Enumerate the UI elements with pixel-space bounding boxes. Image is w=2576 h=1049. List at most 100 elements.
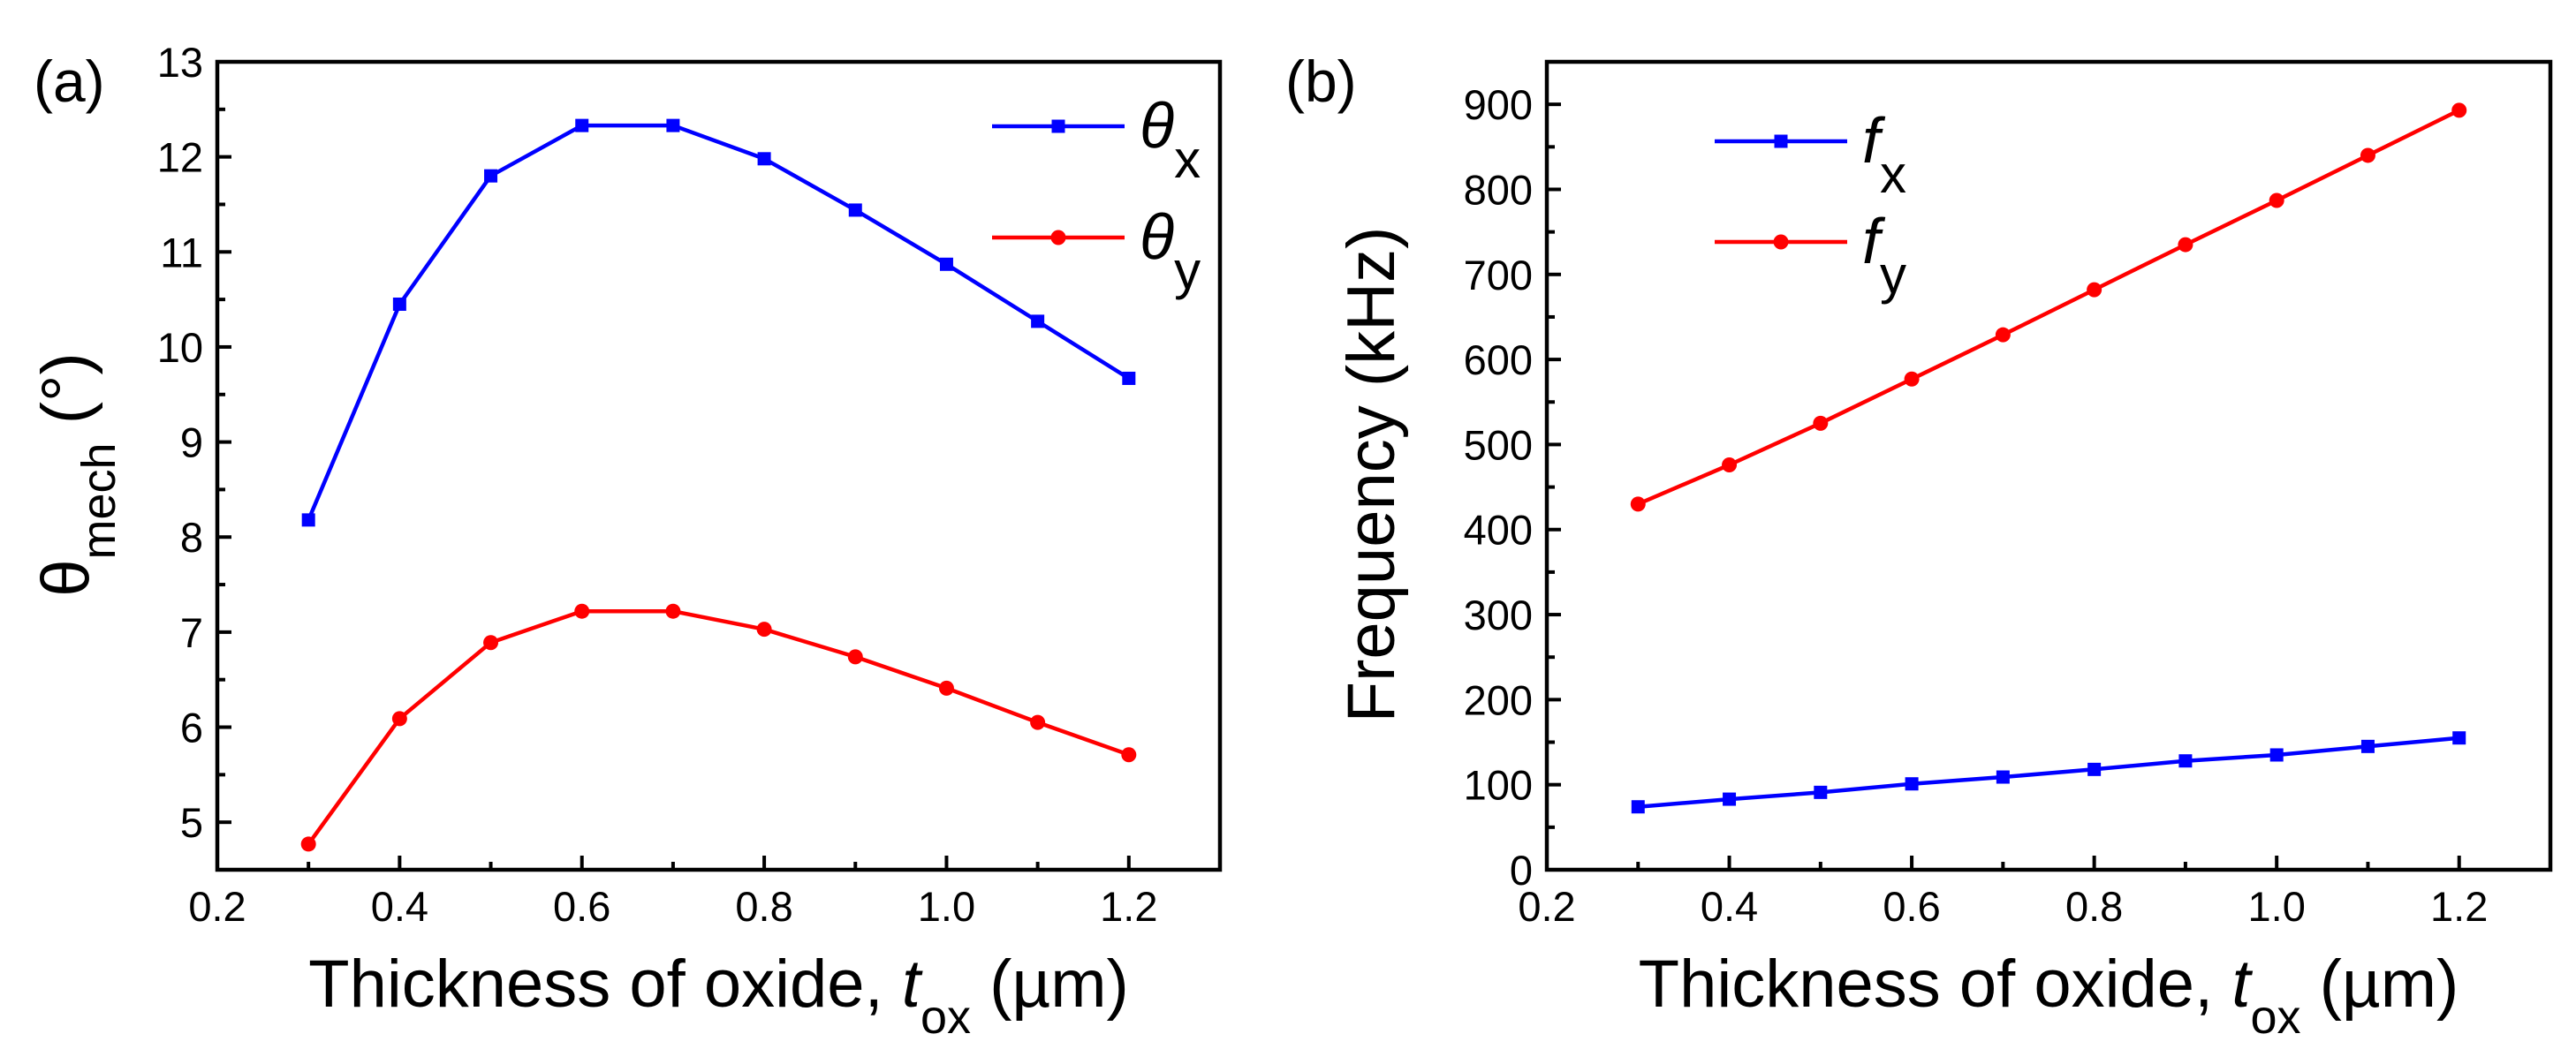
- y-tick-label: 12: [157, 134, 203, 181]
- data-point: [1121, 747, 1137, 763]
- data-point: [756, 622, 772, 638]
- legend-label: θx: [1140, 91, 1201, 189]
- data-point: [2269, 748, 2284, 762]
- series-line: [307, 608, 1130, 846]
- legend-entry: θy: [992, 202, 1201, 300]
- data-point: [848, 203, 862, 217]
- series-line: [1638, 736, 2459, 809]
- data-point: [847, 649, 863, 665]
- data-point: [2452, 731, 2466, 745]
- y-axis-label: Frequency (kHz): [1334, 227, 1409, 723]
- panel-label: (b): [1285, 49, 1357, 114]
- y-tick-label: 400: [1464, 507, 1533, 554]
- x-axis-label: Thickness of oxide, tox (µm): [308, 947, 1129, 1044]
- x-tick-label: 0.4: [1701, 883, 1758, 930]
- legend-label: θy: [1140, 202, 1201, 300]
- series-line: [1637, 108, 2460, 506]
- data-point: [392, 298, 406, 311]
- y-tick-label: 100: [1464, 762, 1533, 809]
- data-point: [300, 836, 316, 852]
- data-point: [757, 152, 771, 166]
- legend-label: fy: [1862, 207, 1906, 305]
- x-tick-label: 0.8: [735, 883, 792, 930]
- data-point: [2360, 147, 2375, 163]
- legend-marker: [1051, 119, 1065, 133]
- data-point: [2269, 192, 2284, 208]
- legend-marker: [1774, 134, 1788, 148]
- data-point: [391, 711, 407, 727]
- data-point: [2178, 754, 2193, 768]
- data-point: [665, 603, 681, 619]
- y-tick-label: 10: [157, 324, 203, 371]
- y-tick-label: 700: [1464, 252, 1533, 298]
- data-point: [483, 635, 499, 651]
- y-tick-label: 5: [180, 799, 203, 846]
- data-point: [574, 603, 590, 619]
- data-point: [484, 169, 498, 183]
- legend-entry: fy: [1715, 207, 1906, 305]
- data-point: [1030, 714, 1046, 730]
- legend-entry: θx: [992, 91, 1201, 189]
- series-fx: [1631, 731, 2466, 814]
- x-axis-label: Thickness of oxide, tox (µm): [1639, 947, 2459, 1044]
- data-point: [939, 257, 953, 271]
- series-fy: [1630, 102, 2467, 512]
- x-tick-label: 0.6: [1883, 883, 1940, 930]
- y-tick-label: 300: [1464, 592, 1533, 638]
- data-point: [1814, 785, 1828, 799]
- y-tick-label: 9: [180, 419, 203, 466]
- data-point: [2451, 102, 2467, 118]
- y-tick-label: 11: [160, 229, 203, 275]
- x-tick-label: 0.4: [371, 883, 428, 930]
- data-point: [1631, 800, 1645, 814]
- data-point: [2178, 237, 2193, 253]
- x-tick-label: 1.0: [2248, 883, 2306, 930]
- data-point: [2360, 739, 2375, 753]
- data-point: [1813, 415, 1829, 431]
- y-tick-label: 900: [1464, 81, 1533, 128]
- y-axis-label: θmech (°): [28, 352, 125, 596]
- y-tick-label: 8: [180, 514, 203, 561]
- data-point: [938, 680, 954, 696]
- y-tick-label: 7: [180, 609, 203, 656]
- data-point: [1722, 457, 1738, 473]
- series-line: [307, 123, 1130, 521]
- data-point: [1995, 327, 2011, 343]
- legend-label: fx: [1862, 106, 1906, 204]
- data-point: [1031, 314, 1045, 328]
- x-tick-label: 1.0: [918, 883, 975, 930]
- legend-marker: [1773, 234, 1789, 250]
- data-point: [575, 118, 589, 132]
- y-tick-label: 200: [1464, 676, 1533, 723]
- y-tick-label: 13: [157, 39, 203, 86]
- data-point: [1904, 371, 1920, 387]
- data-point: [1122, 371, 1136, 385]
- plot-frame: [215, 59, 1223, 872]
- series-θx: [301, 118, 1136, 527]
- data-point: [1905, 777, 1919, 791]
- y-tick-label: 500: [1464, 421, 1533, 468]
- y-tick-label: 600: [1464, 336, 1533, 383]
- series-θy: [300, 603, 1137, 852]
- legend-marker: [1050, 230, 1066, 245]
- data-point: [2087, 762, 2102, 776]
- data-point: [2087, 282, 2102, 298]
- x-tick-label: 0.2: [188, 883, 246, 930]
- x-tick-label: 0.8: [2065, 883, 2123, 930]
- data-point: [1723, 792, 1737, 806]
- x-tick-label: 0.6: [553, 883, 610, 930]
- chart-panel-b: 0.2 0.4 0.6 0.8 1.0 1.2 0 100 200 300 400 500 600 700…: [1285, 49, 2553, 1044]
- data-point: [1630, 496, 1646, 512]
- y-tick-label: 6: [180, 705, 203, 751]
- x-tick-label: 1.2: [2430, 883, 2488, 930]
- legend-entry: fx: [1715, 106, 1906, 204]
- panel-label: (a): [34, 49, 105, 114]
- data-point: [1996, 770, 2010, 784]
- x-tick-label: 1.2: [1100, 883, 1157, 930]
- data-point: [666, 118, 680, 132]
- data-point: [301, 513, 315, 527]
- x-tick-label: 0.2: [1518, 883, 1575, 930]
- y-tick-label: 800: [1464, 166, 1533, 213]
- plot-frame: [1544, 59, 2553, 872]
